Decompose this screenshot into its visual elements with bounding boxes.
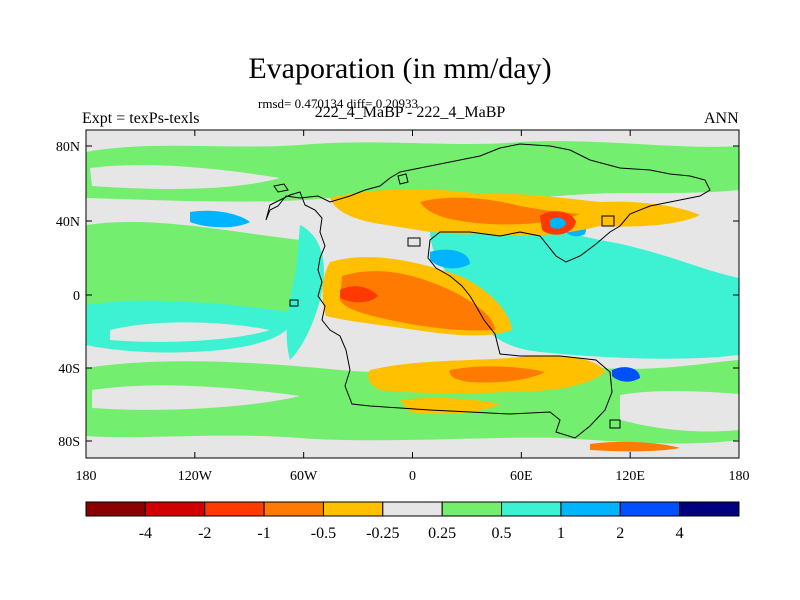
colorbar-label: -4 <box>139 525 152 542</box>
colorbar-label: -0.25 <box>366 525 399 542</box>
colorbar-box <box>560 501 621 517</box>
colorbar-label: -0.5 <box>311 525 336 542</box>
lon-tick-label: 180 <box>76 469 97 484</box>
longitude-axis: 180 120W 60W 0 60E 120E 180 <box>76 130 750 484</box>
region-south-atlantic-orange <box>449 366 545 383</box>
lat-tick-label: 80N <box>56 140 80 155</box>
colorbar-label: 1 <box>557 525 565 542</box>
colorbar-box <box>85 501 146 517</box>
colorbar: -4 -2 -1 -0.5 -0.25 0.25 0.5 1 2 4 <box>85 501 740 542</box>
region-africa-red <box>340 286 378 303</box>
region-southern-neutral-east <box>620 391 739 432</box>
island-outline-6 <box>609 419 621 429</box>
region-africa-orange <box>340 271 495 331</box>
lon-tick-label: 120W <box>178 469 213 484</box>
colorbar-box <box>441 501 503 517</box>
island-outline-2 <box>397 173 409 185</box>
colorbar-label: -1 <box>257 525 270 542</box>
lat-tick-label: 0 <box>73 289 80 304</box>
latitude-axis: 80N 40N 0 40S 80S <box>56 140 739 450</box>
region-north-band <box>86 141 739 202</box>
lon-tick-label: 0 <box>409 469 416 484</box>
colorbar-label: 4 <box>676 525 684 542</box>
stats-text: rmsd= 0.470134 diff= 0.20933 <box>258 96 418 111</box>
colorbar-label: -2 <box>198 525 211 542</box>
colorbar-label: 2 <box>616 525 624 542</box>
continent-outline-north <box>265 143 711 439</box>
lat-tick-label: 80S <box>58 435 80 450</box>
period-label: ANN <box>704 110 739 127</box>
field-layer <box>86 130 739 458</box>
lat-tick-label: 40N <box>56 215 80 230</box>
colorbar-box <box>501 501 562 517</box>
colorbar-box <box>204 501 265 517</box>
lon-tick-label: 60W <box>290 469 318 484</box>
colorbar-box <box>263 501 324 517</box>
island-outline-3 <box>289 299 299 307</box>
continent-outlines <box>265 143 711 439</box>
colorbar-box <box>322 501 384 517</box>
plot-title: Evaporation (in mm/day) <box>248 52 552 85</box>
region-atlantic-cyan <box>286 225 324 360</box>
region-north-neutral-strip <box>90 165 280 189</box>
region-south-pacific-neutral <box>110 322 270 342</box>
region-eurasia-orange <box>420 197 580 225</box>
island-outline-1 <box>273 183 289 193</box>
colorbar-box <box>679 501 740 517</box>
region-blue-patch-2 <box>430 249 470 269</box>
colorbar-label: 0.5 <box>492 525 512 542</box>
plot-subtitle: 222_4_MaBP - 222_4_MaBP <box>314 104 506 121</box>
colorbar-box <box>144 501 206 517</box>
lon-tick-label: 180 <box>729 469 750 484</box>
lon-tick-label: 120E <box>615 469 645 484</box>
colorbar-label: 0.25 <box>428 525 456 542</box>
colorbar-box <box>619 501 681 517</box>
region-blue-patch-1 <box>190 210 250 228</box>
region-blue-patch-3 <box>612 367 640 382</box>
region-southern-neutral <box>92 385 300 410</box>
island-outline-5 <box>601 215 615 227</box>
island-outline-4 <box>407 237 421 247</box>
lat-tick-label: 40S <box>58 362 80 377</box>
lon-tick-label: 60E <box>510 469 533 484</box>
region-asia-red-core <box>550 217 566 229</box>
colorbar-box <box>382 501 443 517</box>
experiment-label: Expt = texPs-texls <box>82 110 200 127</box>
region-far-south-orange <box>590 441 680 452</box>
